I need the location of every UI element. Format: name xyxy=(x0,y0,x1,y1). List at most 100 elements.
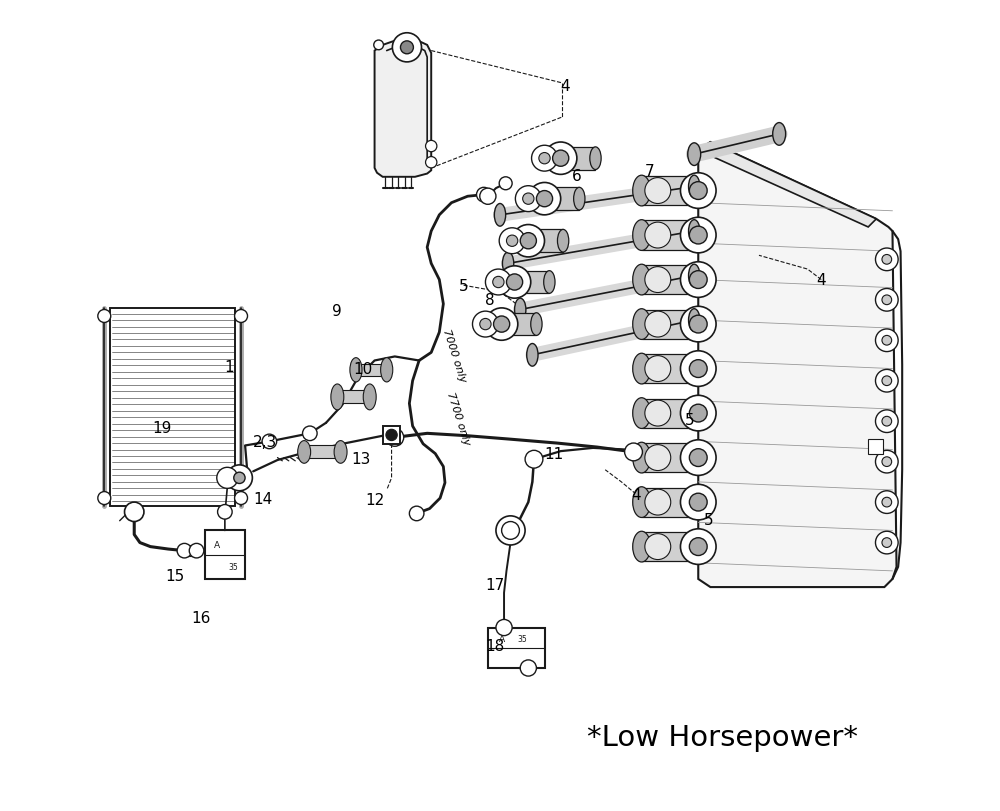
Bar xyxy=(356,364,387,376)
Circle shape xyxy=(645,490,671,516)
Circle shape xyxy=(218,505,232,520)
Circle shape xyxy=(645,445,671,471)
Text: 4: 4 xyxy=(816,272,826,288)
Bar xyxy=(184,545,198,556)
Circle shape xyxy=(499,178,512,191)
Text: 7700 only: 7700 only xyxy=(445,391,471,446)
Circle shape xyxy=(875,410,898,433)
Bar xyxy=(868,440,883,454)
Text: 13: 13 xyxy=(351,452,371,466)
Circle shape xyxy=(689,538,707,556)
Circle shape xyxy=(496,517,525,545)
Polygon shape xyxy=(698,143,897,587)
Circle shape xyxy=(235,310,248,323)
Circle shape xyxy=(480,189,496,205)
Circle shape xyxy=(882,457,892,467)
Circle shape xyxy=(235,468,248,481)
Bar xyxy=(506,313,536,336)
Circle shape xyxy=(875,289,898,311)
Ellipse shape xyxy=(689,309,700,332)
Text: 35: 35 xyxy=(518,633,528,643)
Circle shape xyxy=(189,543,204,558)
Circle shape xyxy=(480,319,491,330)
Circle shape xyxy=(645,268,671,293)
Ellipse shape xyxy=(557,230,569,253)
Text: 5: 5 xyxy=(704,513,714,528)
Circle shape xyxy=(680,218,716,254)
Circle shape xyxy=(680,485,716,521)
Ellipse shape xyxy=(494,204,506,227)
Ellipse shape xyxy=(689,265,700,287)
Ellipse shape xyxy=(363,384,376,410)
Ellipse shape xyxy=(633,443,651,474)
Text: 5: 5 xyxy=(685,413,695,427)
Circle shape xyxy=(680,396,716,431)
Circle shape xyxy=(472,311,498,337)
Circle shape xyxy=(625,444,642,461)
Text: 15: 15 xyxy=(165,569,184,584)
Text: 9: 9 xyxy=(332,303,341,319)
Bar xyxy=(532,230,563,253)
Circle shape xyxy=(520,234,536,250)
Circle shape xyxy=(234,473,245,484)
Circle shape xyxy=(689,449,707,467)
Circle shape xyxy=(400,42,413,54)
Circle shape xyxy=(689,315,707,333)
Circle shape xyxy=(498,267,531,298)
Text: 17: 17 xyxy=(486,577,505,592)
Circle shape xyxy=(303,427,317,441)
Ellipse shape xyxy=(633,309,651,340)
Bar xyxy=(642,310,697,339)
Circle shape xyxy=(217,468,238,489)
Circle shape xyxy=(882,376,892,386)
Circle shape xyxy=(875,491,898,514)
Ellipse shape xyxy=(502,253,514,276)
Ellipse shape xyxy=(633,487,651,518)
Ellipse shape xyxy=(633,531,651,562)
Polygon shape xyxy=(375,41,431,178)
Circle shape xyxy=(409,507,424,521)
Circle shape xyxy=(645,178,671,204)
Circle shape xyxy=(875,370,898,393)
Circle shape xyxy=(515,187,541,212)
Circle shape xyxy=(499,229,525,255)
Bar xyxy=(642,532,697,561)
Bar xyxy=(642,488,697,517)
Ellipse shape xyxy=(633,265,651,295)
Circle shape xyxy=(689,272,707,289)
Polygon shape xyxy=(205,530,245,579)
Text: 12: 12 xyxy=(365,492,384,508)
Ellipse shape xyxy=(331,384,344,410)
Circle shape xyxy=(493,277,504,288)
Circle shape xyxy=(426,141,437,152)
Circle shape xyxy=(528,183,561,216)
Circle shape xyxy=(645,356,671,382)
Circle shape xyxy=(426,157,437,169)
Circle shape xyxy=(882,498,892,508)
Circle shape xyxy=(485,270,511,295)
Circle shape xyxy=(645,223,671,249)
Bar xyxy=(549,188,579,211)
Bar xyxy=(642,221,697,251)
Ellipse shape xyxy=(633,354,651,384)
Circle shape xyxy=(680,174,716,209)
Circle shape xyxy=(545,143,577,175)
Circle shape xyxy=(689,182,707,200)
Circle shape xyxy=(98,310,111,323)
Polygon shape xyxy=(488,628,545,668)
Bar xyxy=(304,446,341,459)
Text: 18: 18 xyxy=(486,638,505,653)
Circle shape xyxy=(882,538,892,547)
Text: 1: 1 xyxy=(224,359,234,374)
Circle shape xyxy=(177,543,192,558)
Ellipse shape xyxy=(298,441,311,464)
Ellipse shape xyxy=(527,344,538,367)
Ellipse shape xyxy=(633,398,651,429)
Circle shape xyxy=(494,316,510,333)
Circle shape xyxy=(532,146,557,172)
Circle shape xyxy=(520,660,536,676)
Circle shape xyxy=(689,227,707,245)
Circle shape xyxy=(506,275,523,290)
Circle shape xyxy=(235,492,248,505)
Ellipse shape xyxy=(689,176,700,199)
